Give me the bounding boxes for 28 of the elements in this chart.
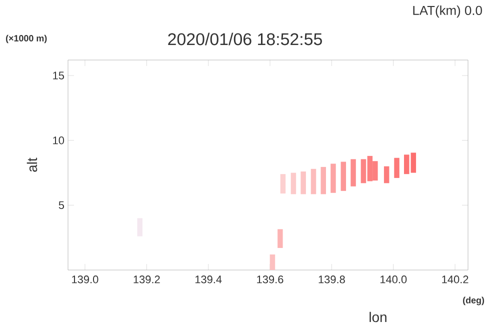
bar: [280, 174, 286, 194]
bar: [394, 158, 400, 178]
x-tick-label: 140.2: [442, 276, 468, 284]
bar: [310, 168, 316, 194]
x-tick-label: 140.0: [380, 276, 407, 284]
bar: [300, 171, 306, 194]
x-tick-label: 139.0: [72, 276, 98, 284]
x-tick-label: 139.8: [318, 276, 345, 284]
bar: [290, 172, 296, 194]
bar: [384, 166, 390, 184]
text: (×1000 m): [6, 34, 47, 44]
bar: [340, 162, 346, 191]
x-tick-label: 139.6: [257, 276, 284, 284]
x-axis-title: lon: [370, 312, 386, 322]
y-tick-label: 10: [53, 136, 64, 144]
bar: [320, 166, 326, 194]
bar: [350, 159, 356, 186]
bar: [278, 229, 283, 248]
x-tick-label: 139.4: [195, 276, 222, 284]
y-tick-label: 5: [58, 201, 64, 210]
y-tick-label: 15: [53, 72, 64, 80]
chart-subtitle: LAT(km) 0.0: [413, 6, 482, 18]
bar: [270, 254, 276, 270]
chart-title: 2020/01/06 18:52:55: [168, 32, 322, 46]
y-axis-title: alt: [26, 158, 38, 172]
x-tick-label: 139.2: [134, 276, 160, 284]
bar: [330, 164, 336, 193]
text: (deg): [463, 296, 484, 306]
